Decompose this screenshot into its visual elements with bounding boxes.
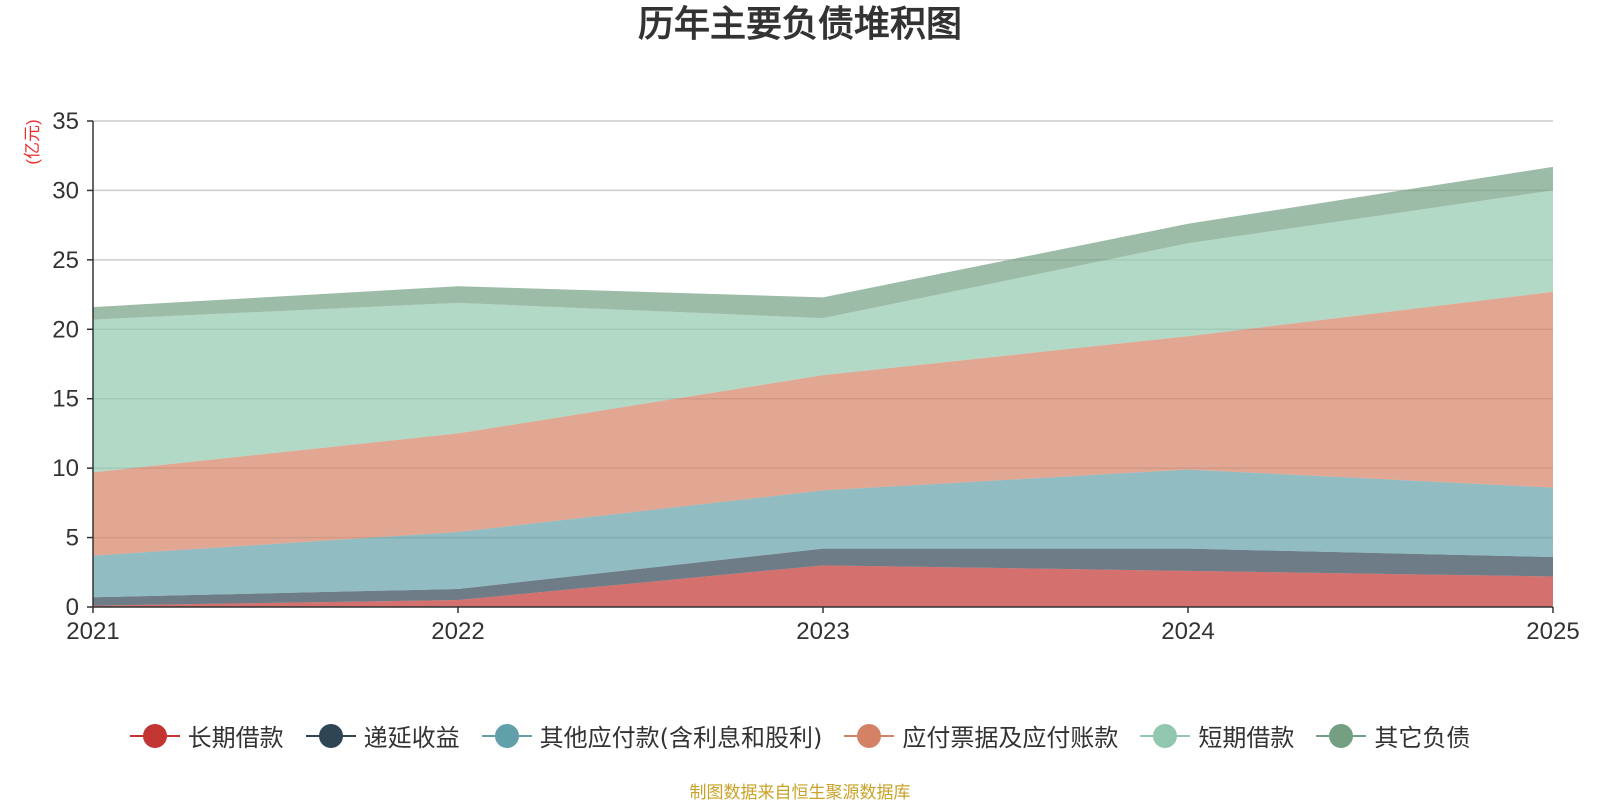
legend-label: 其它负债	[1374, 718, 1470, 753]
legend-item-5[interactable]: 短期借款	[1140, 718, 1294, 753]
y-axis-label: (亿元)	[23, 119, 42, 164]
legend-label: 短期借款	[1198, 718, 1294, 753]
x-tick-label-2024: 2024	[1161, 618, 1214, 645]
stacked-area-chart: 051015202530352021 2022 2023 2024 2025 (亿元)	[0, 0, 1600, 800]
x-tick-label-2025: 2025	[1526, 618, 1579, 645]
y-tick-label-30: 30	[52, 177, 79, 204]
legend: 长期借款 递延收益 其他应付款(含利息和股利) 应付票据及应付账款 短期借款 其它负债	[0, 718, 1600, 753]
legend-label: 长期借款	[188, 718, 284, 753]
x-tick-label-2021: 2021	[66, 618, 119, 645]
y-tick-label-10: 10	[52, 455, 79, 482]
legend-label: 递延收益	[364, 718, 460, 753]
y-tick-label-20: 20	[52, 316, 79, 343]
legend-label: 其他应付款(含利息和股利)	[540, 718, 823, 753]
legend-item-3[interactable]: 其他应付款(含利息和股利)	[482, 718, 823, 753]
legend-item-6[interactable]: 其它负债	[1316, 718, 1470, 753]
x-tick-label-2022: 2022	[431, 618, 484, 645]
legend-item-4[interactable]: 应付票据及应付账款	[844, 718, 1118, 753]
y-tick-label-15: 15	[52, 386, 79, 413]
legend-marker-icon	[306, 723, 356, 749]
x-tick-label-2023: 2023	[796, 618, 849, 645]
source-note: 制图数据来自恒生聚源数据库	[0, 778, 1600, 803]
legend-marker-icon	[1316, 723, 1366, 749]
y-tick-label-5: 5	[66, 525, 79, 552]
y-tick-label-35: 35	[52, 108, 79, 135]
legend-label: 应付票据及应付账款	[902, 718, 1118, 753]
legend-marker-icon	[1140, 723, 1190, 749]
y-tick-label-25: 25	[52, 247, 79, 274]
series-areas	[93, 167, 1553, 607]
y-tick-label-0: 0	[66, 594, 79, 621]
legend-item-2[interactable]: 递延收益	[306, 718, 460, 753]
legend-marker-icon	[844, 723, 894, 749]
legend-item-1[interactable]: 长期借款	[130, 718, 284, 753]
legend-marker-icon	[482, 723, 532, 749]
legend-marker-icon	[130, 723, 180, 749]
